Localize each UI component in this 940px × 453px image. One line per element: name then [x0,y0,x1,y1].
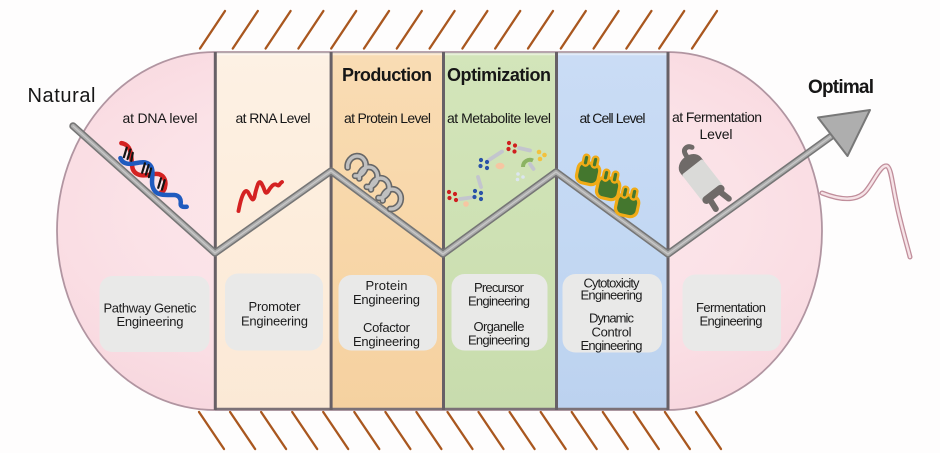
svg-text:Engineering: Engineering [468,294,530,309]
svg-text:Engineering: Engineering [468,333,530,348]
svg-text:Engineering: Engineering [117,314,184,329]
svg-text:at DNA level: at DNA level [123,110,198,126]
svg-text:Engineering: Engineering [353,292,420,307]
svg-text:Protein: Protein [366,278,408,293]
svg-text:Level: Level [700,126,733,142]
svg-text:Engineering: Engineering [353,334,420,349]
svg-text:Optimal: Optimal [808,77,874,98]
svg-text:at Fermentation: at Fermentation [672,109,762,125]
svg-text:Dynamic: Dynamic [589,311,635,326]
svg-text:Fermentation: Fermentation [696,300,766,315]
svg-text:Engineering: Engineering [581,338,643,353]
svg-text:Engineering: Engineering [241,313,308,328]
svg-text:Cofactor: Cofactor [363,320,411,335]
svg-text:Pathway Genetic: Pathway Genetic [104,301,198,316]
svg-text:Optimization: Optimization [447,65,551,85]
svg-text:Engineering: Engineering [581,288,643,303]
svg-text:Promoter: Promoter [249,299,302,314]
svg-text:Cytotoxicity: Cytotoxicity [584,276,641,291]
svg-text:Organelle: Organelle [474,319,525,334]
svg-text:at Metabolite level: at Metabolite level [447,110,551,126]
svg-text:Production: Production [342,65,432,85]
svg-text:Natural: Natural [28,85,96,107]
svg-text:at RNA Level: at RNA Level [236,110,311,126]
svg-text:Precursor: Precursor [474,280,525,295]
svg-text:Engineering: Engineering [700,314,763,329]
svg-text:at Cell Level: at Cell Level [580,110,646,126]
svg-text:at Protein Level: at Protein Level [344,110,431,126]
svg-text:Control: Control [592,325,632,340]
